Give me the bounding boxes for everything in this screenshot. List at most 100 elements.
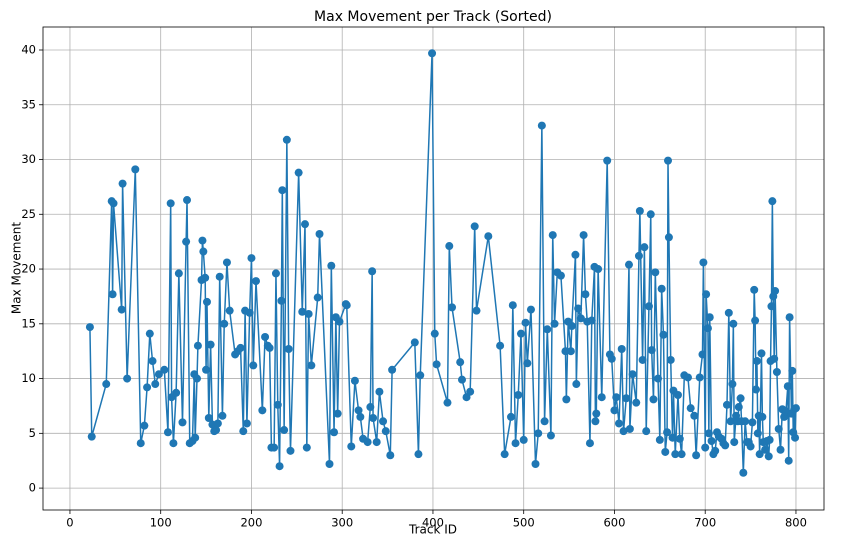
data-point — [193, 374, 202, 383]
data-point — [692, 451, 701, 460]
data-point — [496, 341, 505, 350]
x-tick-label: 200 — [240, 516, 262, 530]
data-point — [581, 290, 590, 299]
data-point — [428, 49, 437, 58]
data-point — [728, 380, 737, 389]
data-point — [556, 271, 565, 280]
data-point — [767, 302, 776, 311]
data-point — [456, 358, 465, 367]
data-point — [519, 435, 528, 444]
data-point — [222, 258, 231, 267]
x-tick-label: 300 — [331, 516, 353, 530]
data-point — [677, 450, 686, 459]
data-point — [445, 242, 454, 251]
data-point — [201, 273, 210, 282]
data-point — [753, 429, 762, 438]
data-point — [614, 419, 623, 428]
data-point — [752, 385, 761, 394]
data-point — [313, 293, 322, 302]
data-point — [785, 313, 794, 322]
data-point — [774, 424, 783, 433]
data-point — [302, 443, 311, 452]
data-point — [765, 435, 774, 444]
data-point — [169, 439, 178, 448]
data-point — [372, 438, 381, 447]
data-point — [770, 354, 779, 363]
data-point — [354, 406, 363, 415]
data-point — [102, 380, 111, 389]
data-point — [183, 196, 192, 205]
data-point — [548, 231, 557, 240]
data-point — [587, 316, 596, 325]
data-point — [347, 442, 356, 451]
y-tick-label: 30 — [21, 152, 36, 166]
data-point — [514, 391, 523, 399]
data-point — [726, 417, 735, 426]
data-point — [572, 380, 581, 389]
data-point — [632, 398, 641, 407]
data-point — [768, 197, 777, 206]
data-point — [607, 354, 616, 363]
data-point — [258, 406, 267, 415]
data-point — [225, 306, 234, 315]
x-axis-label: Track ID — [408, 523, 457, 537]
data-point — [571, 250, 580, 259]
data-point — [671, 450, 680, 459]
y-tick-label: 15 — [21, 316, 36, 330]
data-point — [278, 186, 287, 195]
data-point — [690, 411, 699, 420]
data-point — [242, 419, 251, 428]
data-point — [683, 373, 692, 382]
y-tick-label: 40 — [21, 43, 36, 57]
data-point — [707, 437, 716, 445]
data-point — [721, 441, 730, 450]
data-point — [448, 303, 457, 312]
data-point — [516, 329, 525, 338]
data-point — [199, 247, 208, 256]
data-point — [649, 395, 658, 404]
data-point — [414, 450, 423, 459]
data-point — [87, 432, 96, 441]
data-point — [275, 462, 284, 471]
data-point — [140, 421, 149, 430]
data-point — [277, 296, 286, 305]
data-point — [131, 165, 140, 174]
data-point — [220, 319, 229, 328]
chart-title: Max Movement per Track (Sorted) — [314, 9, 552, 25]
data-point — [500, 450, 509, 459]
data-point — [375, 387, 384, 396]
data-point — [508, 301, 517, 310]
data-point — [123, 374, 132, 383]
data-point — [470, 222, 479, 231]
y-axis-label: Max Movement — [10, 222, 24, 314]
data-point — [748, 418, 757, 427]
data-point — [675, 434, 684, 443]
data-point — [307, 361, 316, 370]
data-point — [118, 179, 127, 188]
data-point — [540, 417, 549, 426]
data-point — [333, 409, 342, 418]
data-point — [271, 269, 280, 278]
data-point — [379, 417, 388, 426]
data-point — [730, 438, 739, 447]
data-point — [154, 370, 163, 379]
data-point — [741, 417, 750, 426]
data-point — [729, 319, 738, 328]
data-point — [148, 357, 157, 366]
data-point — [757, 349, 766, 358]
data-point — [521, 318, 530, 327]
data-point — [722, 400, 731, 409]
data-point — [366, 403, 375, 412]
data-point — [736, 394, 745, 403]
data-point — [752, 357, 761, 366]
data-point — [484, 232, 493, 241]
data-point — [261, 332, 270, 341]
data-point — [663, 156, 672, 165]
data-point — [145, 329, 154, 338]
data-point — [282, 135, 291, 144]
data-point — [666, 355, 675, 364]
data-point — [755, 450, 764, 459]
data-point — [617, 345, 626, 353]
data-point — [300, 220, 309, 229]
data-point — [286, 446, 295, 455]
